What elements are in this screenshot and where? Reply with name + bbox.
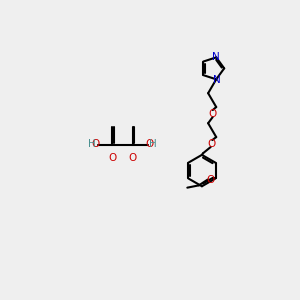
Text: O: O — [129, 153, 137, 164]
Text: H: H — [149, 139, 157, 149]
Text: O: O — [146, 139, 154, 149]
Text: N: N — [213, 75, 220, 85]
Text: O: O — [207, 139, 215, 148]
Text: O: O — [108, 153, 116, 164]
Text: N: N — [212, 52, 220, 62]
Text: O: O — [208, 109, 217, 118]
Text: O: O — [206, 175, 214, 184]
Text: H: H — [88, 139, 96, 149]
Text: O: O — [92, 139, 100, 149]
